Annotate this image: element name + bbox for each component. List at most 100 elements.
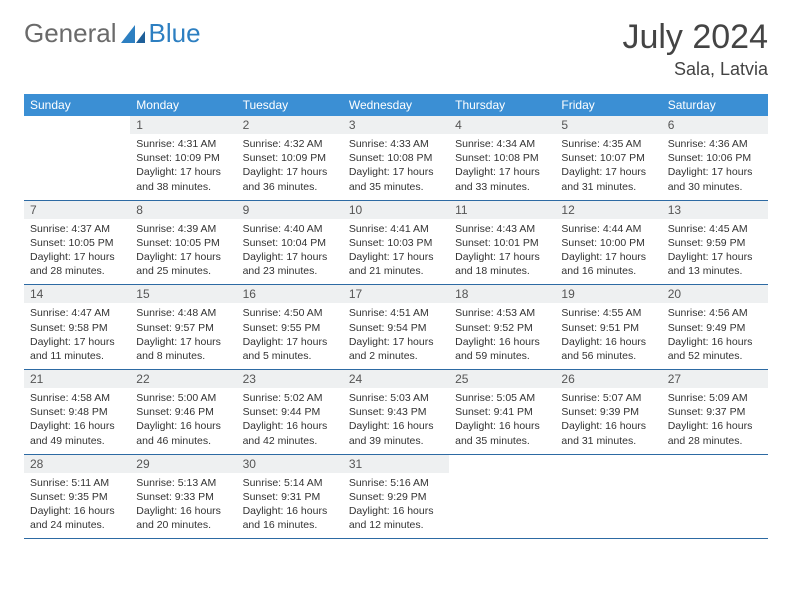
day-number: 31 <box>343 455 449 473</box>
day-number: 7 <box>24 201 130 219</box>
calendar-cell: 6Sunrise: 4:36 AMSunset: 10:06 PMDayligh… <box>662 116 768 200</box>
header: General Blue July 2024 Sala, Latvia <box>24 18 768 80</box>
day-number: 28 <box>24 455 130 473</box>
day-content: Sunrise: 5:02 AMSunset: 9:44 PMDaylight:… <box>237 388 343 454</box>
calendar-cell: 24Sunrise: 5:03 AMSunset: 9:43 PMDayligh… <box>343 370 449 455</box>
day-content: Sunrise: 4:53 AMSunset: 9:52 PMDaylight:… <box>449 303 555 369</box>
calendar-cell: 21Sunrise: 4:58 AMSunset: 9:48 PMDayligh… <box>24 370 130 455</box>
day-content: Sunrise: 5:03 AMSunset: 9:43 PMDaylight:… <box>343 388 449 454</box>
day-number: 14 <box>24 285 130 303</box>
day-content: Sunrise: 4:43 AMSunset: 10:01 PMDaylight… <box>449 219 555 285</box>
day-number: 25 <box>449 370 555 388</box>
day-content: Sunrise: 4:41 AMSunset: 10:03 PMDaylight… <box>343 219 449 285</box>
day-number: 2 <box>237 116 343 134</box>
day-number: 4 <box>449 116 555 134</box>
day-number: 15 <box>130 285 236 303</box>
day-number: 23 <box>237 370 343 388</box>
day-number: 3 <box>343 116 449 134</box>
day-content: Sunrise: 4:33 AMSunset: 10:08 PMDaylight… <box>343 134 449 200</box>
sail-icon <box>121 25 145 43</box>
weekday-header: Wednesday <box>343 94 449 116</box>
day-content: Sunrise: 4:48 AMSunset: 9:57 PMDaylight:… <box>130 303 236 369</box>
calendar-cell: 7Sunrise: 4:37 AMSunset: 10:05 PMDayligh… <box>24 200 130 285</box>
day-number: 17 <box>343 285 449 303</box>
calendar-cell: 29Sunrise: 5:13 AMSunset: 9:33 PMDayligh… <box>130 454 236 539</box>
day-content: Sunrise: 5:14 AMSunset: 9:31 PMDaylight:… <box>237 473 343 539</box>
calendar-row: 28Sunrise: 5:11 AMSunset: 9:35 PMDayligh… <box>24 454 768 539</box>
day-number: 16 <box>237 285 343 303</box>
day-content: Sunrise: 4:45 AMSunset: 9:59 PMDaylight:… <box>662 219 768 285</box>
calendar-row: 21Sunrise: 4:58 AMSunset: 9:48 PMDayligh… <box>24 370 768 455</box>
page-title: July 2024 <box>622 18 768 57</box>
calendar-cell: 13Sunrise: 4:45 AMSunset: 9:59 PMDayligh… <box>662 200 768 285</box>
calendar-cell: 8Sunrise: 4:39 AMSunset: 10:05 PMDayligh… <box>130 200 236 285</box>
day-content: Sunrise: 5:07 AMSunset: 9:39 PMDaylight:… <box>555 388 661 454</box>
day-number: 5 <box>555 116 661 134</box>
calendar-cell: 16Sunrise: 4:50 AMSunset: 9:55 PMDayligh… <box>237 285 343 370</box>
brand-text-1: General <box>24 18 117 49</box>
weekday-header: Monday <box>130 94 236 116</box>
calendar-cell: 19Sunrise: 4:55 AMSunset: 9:51 PMDayligh… <box>555 285 661 370</box>
calendar-cell: .. <box>24 116 130 200</box>
calendar-cell: 28Sunrise: 5:11 AMSunset: 9:35 PMDayligh… <box>24 454 130 539</box>
calendar-cell: 17Sunrise: 4:51 AMSunset: 9:54 PMDayligh… <box>343 285 449 370</box>
day-content: Sunrise: 4:44 AMSunset: 10:00 PMDaylight… <box>555 219 661 285</box>
calendar-body: ..1Sunrise: 4:31 AMSunset: 10:09 PMDayli… <box>24 116 768 539</box>
day-content: Sunrise: 4:56 AMSunset: 9:49 PMDaylight:… <box>662 303 768 369</box>
weekday-header: Sunday <box>24 94 130 116</box>
title-block: July 2024 Sala, Latvia <box>622 18 768 80</box>
day-content: Sunrise: 4:51 AMSunset: 9:54 PMDaylight:… <box>343 303 449 369</box>
day-number: 11 <box>449 201 555 219</box>
calendar-cell: 31Sunrise: 5:16 AMSunset: 9:29 PMDayligh… <box>343 454 449 539</box>
calendar-cell: .. <box>449 454 555 539</box>
day-content: Sunrise: 4:36 AMSunset: 10:06 PMDaylight… <box>662 134 768 200</box>
weekday-header-row: SundayMondayTuesdayWednesdayThursdayFrid… <box>24 94 768 116</box>
calendar-cell: 18Sunrise: 4:53 AMSunset: 9:52 PMDayligh… <box>449 285 555 370</box>
day-content: Sunrise: 4:40 AMSunset: 10:04 PMDaylight… <box>237 219 343 285</box>
day-number: 24 <box>343 370 449 388</box>
day-content: Sunrise: 4:50 AMSunset: 9:55 PMDaylight:… <box>237 303 343 369</box>
day-number: 20 <box>662 285 768 303</box>
day-content: Sunrise: 5:16 AMSunset: 9:29 PMDaylight:… <box>343 473 449 539</box>
day-content: Sunrise: 4:34 AMSunset: 10:08 PMDaylight… <box>449 134 555 200</box>
day-number: 12 <box>555 201 661 219</box>
day-number: 22 <box>130 370 236 388</box>
day-content: Sunrise: 5:09 AMSunset: 9:37 PMDaylight:… <box>662 388 768 454</box>
location-label: Sala, Latvia <box>622 59 768 80</box>
calendar-cell: 22Sunrise: 5:00 AMSunset: 9:46 PMDayligh… <box>130 370 236 455</box>
day-number: 6 <box>662 116 768 134</box>
day-content: Sunrise: 5:00 AMSunset: 9:46 PMDaylight:… <box>130 388 236 454</box>
calendar-cell: 20Sunrise: 4:56 AMSunset: 9:49 PMDayligh… <box>662 285 768 370</box>
calendar-row: 7Sunrise: 4:37 AMSunset: 10:05 PMDayligh… <box>24 200 768 285</box>
day-number: 26 <box>555 370 661 388</box>
day-number: 13 <box>662 201 768 219</box>
brand-text-2: Blue <box>149 18 201 49</box>
day-content: Sunrise: 4:58 AMSunset: 9:48 PMDaylight:… <box>24 388 130 454</box>
day-content: Sunrise: 5:05 AMSunset: 9:41 PMDaylight:… <box>449 388 555 454</box>
day-number: 21 <box>24 370 130 388</box>
day-number: 19 <box>555 285 661 303</box>
day-content: Sunrise: 4:39 AMSunset: 10:05 PMDaylight… <box>130 219 236 285</box>
weekday-header: Thursday <box>449 94 555 116</box>
day-number: 18 <box>449 285 555 303</box>
weekday-header: Saturday <box>662 94 768 116</box>
calendar-cell: 27Sunrise: 5:09 AMSunset: 9:37 PMDayligh… <box>662 370 768 455</box>
day-number: 10 <box>343 201 449 219</box>
day-content: Sunrise: 5:13 AMSunset: 9:33 PMDaylight:… <box>130 473 236 539</box>
day-number: 29 <box>130 455 236 473</box>
calendar-cell: 25Sunrise: 5:05 AMSunset: 9:41 PMDayligh… <box>449 370 555 455</box>
calendar-cell: 11Sunrise: 4:43 AMSunset: 10:01 PMDaylig… <box>449 200 555 285</box>
calendar-cell: .. <box>662 454 768 539</box>
weekday-header: Friday <box>555 94 661 116</box>
calendar-cell: 23Sunrise: 5:02 AMSunset: 9:44 PMDayligh… <box>237 370 343 455</box>
calendar-cell: 4Sunrise: 4:34 AMSunset: 10:08 PMDayligh… <box>449 116 555 200</box>
day-content: Sunrise: 4:55 AMSunset: 9:51 PMDaylight:… <box>555 303 661 369</box>
calendar-cell: 3Sunrise: 4:33 AMSunset: 10:08 PMDayligh… <box>343 116 449 200</box>
calendar-cell: 15Sunrise: 4:48 AMSunset: 9:57 PMDayligh… <box>130 285 236 370</box>
calendar-table: SundayMondayTuesdayWednesdayThursdayFrid… <box>24 94 768 539</box>
brand-logo: General Blue <box>24 18 201 49</box>
day-number: 27 <box>662 370 768 388</box>
calendar-cell: 14Sunrise: 4:47 AMSunset: 9:58 PMDayligh… <box>24 285 130 370</box>
weekday-header: Tuesday <box>237 94 343 116</box>
calendar-cell: 5Sunrise: 4:35 AMSunset: 10:07 PMDayligh… <box>555 116 661 200</box>
